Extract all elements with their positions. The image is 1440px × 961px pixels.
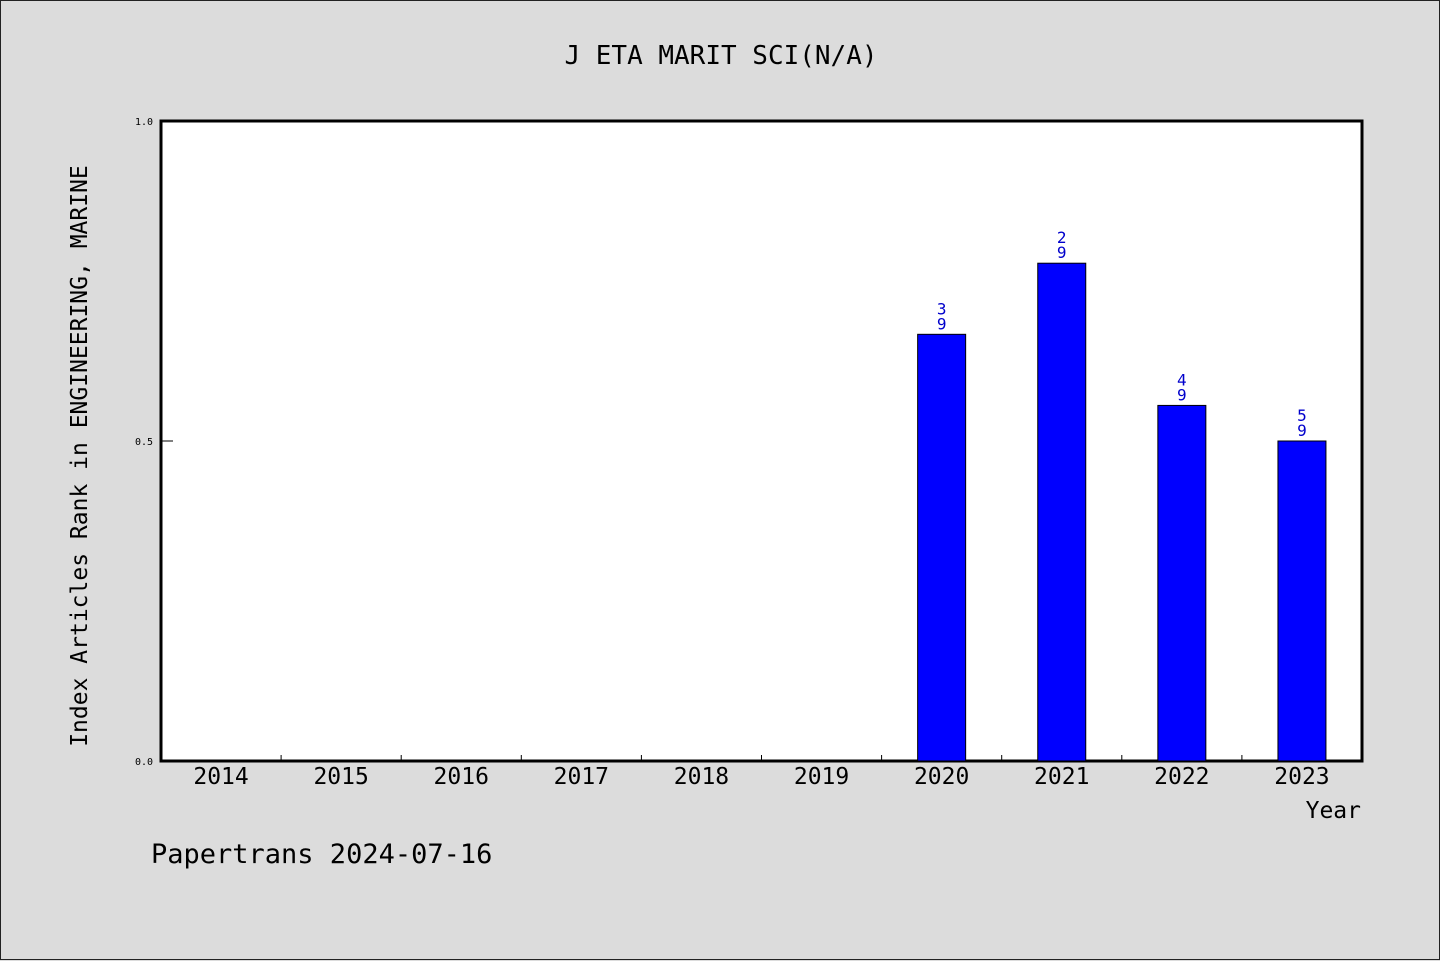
bar bbox=[1157, 404, 1207, 762]
x-tick-label: 2014 bbox=[193, 764, 248, 790]
x-tick-label: 2017 bbox=[554, 764, 609, 790]
data-label-denominator: 9 bbox=[1057, 243, 1067, 262]
ticks-group bbox=[161, 120, 1243, 762]
x-tick-label: 2020 bbox=[914, 764, 969, 790]
data-label-numerator: 4 bbox=[1177, 370, 1187, 389]
x-tick-label: 2022 bbox=[1154, 764, 1209, 790]
x-tick-label: 2023 bbox=[1274, 764, 1329, 790]
y-tick-label: 1.0 bbox=[135, 117, 153, 128]
data-label-numerator: 2 bbox=[1057, 228, 1067, 247]
y-tick-label: 0.0 bbox=[135, 757, 153, 768]
labels-group: 2014 2015 2016 2017 2018 2019 2020392021292022… bbox=[135, 117, 1330, 790]
data-label-denominator: 9 bbox=[1177, 385, 1187, 404]
bar bbox=[917, 333, 967, 762]
chart-title: J ETA MARIT SCI(N/A) bbox=[564, 41, 877, 71]
footer-text: Papertrans 2024-07-16 bbox=[151, 839, 492, 870]
bar bbox=[1277, 440, 1327, 762]
x-axis-label: Year bbox=[1306, 798, 1361, 824]
y-axis-label: Index Articles Rank in ENGINEERING, MARI… bbox=[67, 165, 93, 747]
data-label-numerator: 3 bbox=[937, 299, 947, 318]
x-tick-label: 2016 bbox=[434, 764, 489, 790]
x-tick-label: 2018 bbox=[674, 764, 729, 790]
y-tick-label: 0.5 bbox=[135, 437, 153, 448]
x-tick-label: 2021 bbox=[1034, 764, 1089, 790]
data-label-numerator: 5 bbox=[1297, 406, 1307, 425]
data-label-denominator: 9 bbox=[937, 314, 947, 333]
bars-group bbox=[917, 262, 1327, 762]
x-tick-label: 2019 bbox=[794, 764, 849, 790]
bar bbox=[1037, 262, 1087, 762]
x-tick-label: 2015 bbox=[313, 764, 368, 790]
data-label-denominator: 9 bbox=[1297, 421, 1307, 440]
